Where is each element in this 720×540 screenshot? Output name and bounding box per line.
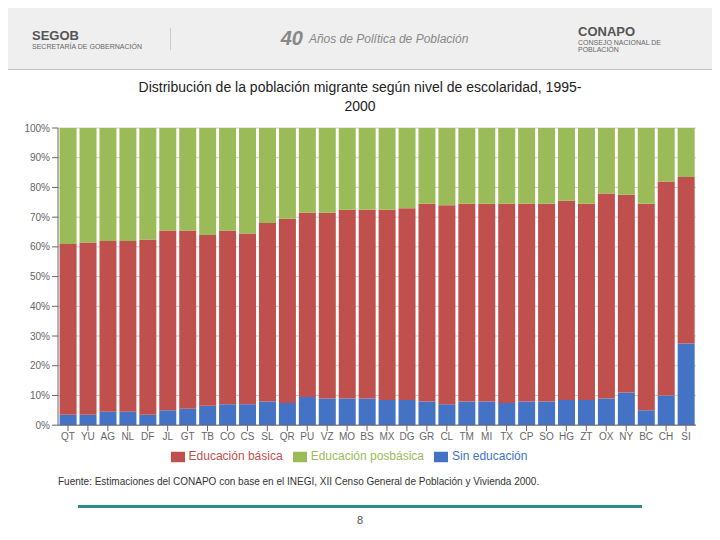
svg-text:HG: HG bbox=[559, 431, 574, 442]
svg-text:VZ: VZ bbox=[321, 431, 334, 442]
svg-text:CL: CL bbox=[440, 431, 453, 442]
svg-text:MO: MO bbox=[339, 431, 355, 442]
svg-text:AG: AG bbox=[101, 431, 116, 442]
svg-text:10%: 10% bbox=[30, 390, 50, 401]
svg-text:TX: TX bbox=[500, 431, 513, 442]
html-text:Educación básica: Educación básica bbox=[188, 449, 283, 464]
svg-text:QT: QT bbox=[61, 431, 75, 442]
html-text:Distribución de la población m: Distribución de la población migrante se… bbox=[138, 79, 582, 114]
html-text:CONSEJO NACIONAL DE POBLACIÓN: CONSEJO NACIONAL DE POBLACIÓN bbox=[578, 39, 661, 53]
html-text:CONAPO: CONAPO bbox=[578, 24, 636, 39]
html-text:Fuente: Estimaciones del CONAP: Fuente: Estimaciones del CONAPO con base… bbox=[58, 476, 540, 487]
svg-text:ZT: ZT bbox=[580, 431, 592, 442]
svg-text:40%: 40% bbox=[30, 301, 50, 312]
svg-text:BS: BS bbox=[360, 431, 374, 442]
svg-text:50%: 50% bbox=[30, 271, 50, 282]
svg-text:CO: CO bbox=[220, 431, 235, 442]
svg-text:80%: 80% bbox=[30, 182, 50, 193]
svg-text:TB: TB bbox=[201, 431, 214, 442]
svg-text:SO: SO bbox=[539, 431, 554, 442]
html-text:8: 8 bbox=[356, 514, 364, 526]
svg-text:YU: YU bbox=[81, 431, 95, 442]
svg-text:NL: NL bbox=[121, 431, 134, 442]
svg-text:CH: CH bbox=[659, 431, 673, 442]
svg-text:BC: BC bbox=[639, 431, 653, 442]
html-text:SECRETARÍA DE GOBERNACIÓN: SECRETARÍA DE GOBERNACIÓN bbox=[32, 42, 142, 50]
svg-text:PU: PU bbox=[300, 431, 314, 442]
svg-text:60%: 60% bbox=[30, 241, 50, 252]
svg-text:QR: QR bbox=[280, 431, 295, 442]
svg-text:100%: 100% bbox=[24, 123, 50, 134]
svg-text:SL: SL bbox=[261, 431, 274, 442]
svg-text:90%: 90% bbox=[30, 152, 50, 163]
svg-text:JL: JL bbox=[162, 431, 173, 442]
svg-text:GT: GT bbox=[181, 431, 195, 442]
svg-text:DG: DG bbox=[399, 431, 414, 442]
svg-text:NY: NY bbox=[619, 431, 633, 442]
svg-text:TM: TM bbox=[459, 431, 473, 442]
svg-text:CS: CS bbox=[240, 431, 254, 442]
svg-text:MX: MX bbox=[379, 431, 394, 442]
html-text:Educación posbásica: Educación posbásica bbox=[310, 449, 424, 464]
html-text:Sin educación: Sin educación bbox=[452, 449, 528, 464]
svg-text:MI: MI bbox=[481, 431, 492, 442]
svg-text:0%: 0% bbox=[36, 420, 51, 431]
svg-text:GR: GR bbox=[419, 431, 434, 442]
html-text:40 Años de Política de Poblaci: 40 Años de Política de Población bbox=[280, 27, 469, 49]
svg-text:70%: 70% bbox=[30, 212, 50, 223]
svg-text:20%: 20% bbox=[30, 360, 50, 371]
svg-text:CP: CP bbox=[520, 431, 534, 442]
svg-text:SI: SI bbox=[681, 431, 690, 442]
html-text:SEGOB: SEGOB bbox=[32, 27, 79, 43]
svg-text:DF: DF bbox=[141, 431, 154, 442]
svg-text:OX: OX bbox=[599, 431, 614, 442]
svg-text:30%: 30% bbox=[30, 331, 50, 342]
